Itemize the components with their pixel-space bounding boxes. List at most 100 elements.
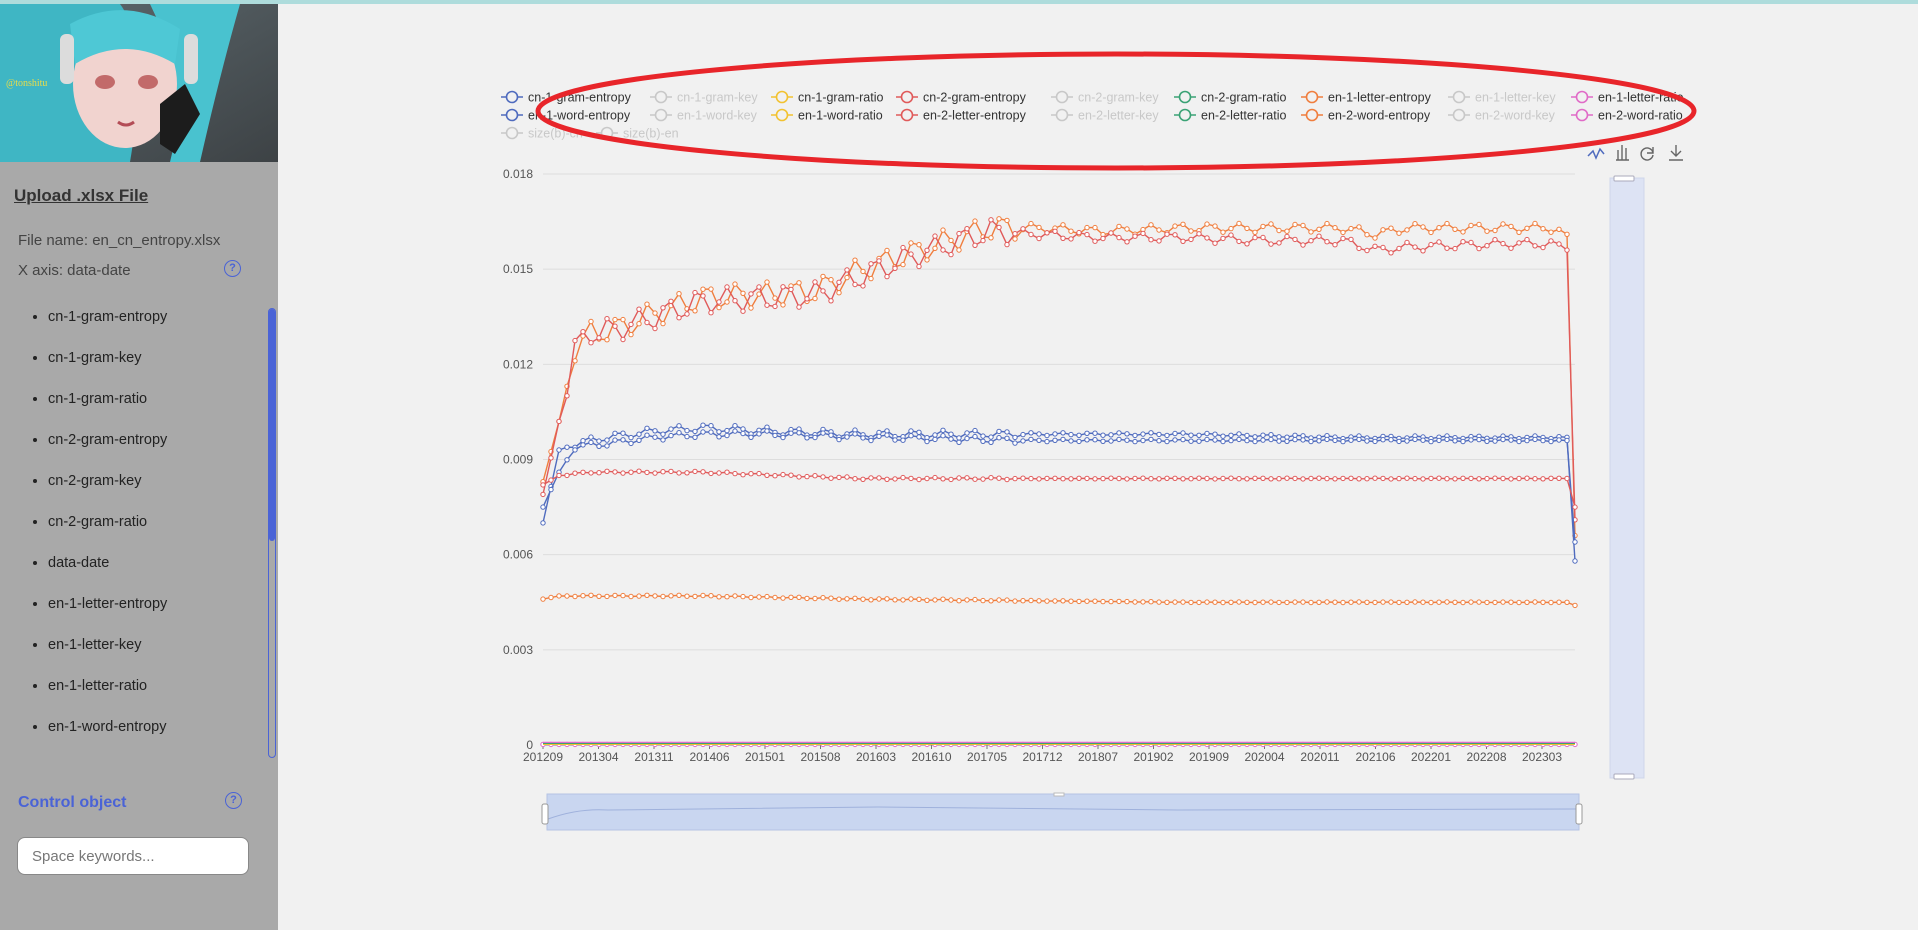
legend-marker-cn-1-gram-entropy[interactable] bbox=[505, 90, 519, 104]
legend-marker-en-2-word-key[interactable] bbox=[1452, 108, 1466, 122]
legend-marker-en-1-word-entropy[interactable] bbox=[505, 108, 519, 122]
legend-marker-en-2-letter-key[interactable] bbox=[1055, 108, 1069, 122]
data-point bbox=[1476, 476, 1482, 482]
data-point bbox=[756, 431, 762, 437]
data-point bbox=[1100, 598, 1106, 605]
data-point bbox=[580, 593, 586, 599]
legend-marker-cn-2-gram-entropy[interactable] bbox=[900, 90, 914, 104]
control-help-icon[interactable]: ? bbox=[225, 792, 242, 809]
data-point bbox=[652, 434, 658, 440]
vertical-datazoom-handle-bottom[interactable] bbox=[1613, 773, 1635, 780]
data-point bbox=[1148, 436, 1154, 443]
legend-item-cn-2-gram-key[interactable]: cn-2-gram-key bbox=[1078, 91, 1159, 105]
data-point bbox=[772, 303, 778, 310]
legend-marker-en-2-word-ratio[interactable] bbox=[1575, 108, 1589, 122]
data-point bbox=[900, 597, 906, 603]
data-point bbox=[1228, 437, 1234, 444]
legend-marker-cn-1-gram-key[interactable] bbox=[654, 90, 668, 104]
data-point bbox=[1500, 221, 1506, 227]
keyword-search-input[interactable] bbox=[17, 837, 249, 875]
legend-marker-cn-2-gram-ratio[interactable] bbox=[1178, 90, 1192, 104]
x-axis-help-icon[interactable]: ? bbox=[224, 260, 241, 277]
data-point bbox=[596, 443, 602, 449]
data-point bbox=[1276, 476, 1282, 482]
legend-item-en-1-letter-key[interactable]: en-1-letter-key bbox=[1475, 91, 1556, 105]
field-list-scrollbar[interactable] bbox=[268, 308, 276, 758]
field-item-en-1-letter-entropy[interactable]: en-1-letter-entropy bbox=[48, 593, 268, 634]
legend-marker-en-1-word-ratio[interactable] bbox=[775, 108, 789, 122]
legend-marker-en-2-word-entropy[interactable] bbox=[1305, 108, 1319, 122]
legend-marker-size(b)-cn[interactable] bbox=[505, 126, 519, 140]
legend-item-size(b)-en[interactable]: size(b)-en bbox=[623, 127, 679, 141]
legend-marker-en-2-letter-entropy[interactable] bbox=[900, 108, 914, 122]
data-point bbox=[1556, 599, 1562, 605]
data-point bbox=[924, 247, 930, 254]
data-point bbox=[1020, 438, 1026, 444]
legend-item-en-2-letter-ratio[interactable]: en-2-letter-ratio bbox=[1201, 109, 1286, 123]
horizontal-datazoom-grip[interactable] bbox=[1053, 792, 1065, 797]
legend-item-cn-2-gram-entropy[interactable]: cn-2-gram-entropy bbox=[923, 91, 1027, 105]
field-item-en-1-letter-key[interactable]: en-1-letter-key bbox=[48, 634, 268, 675]
data-point bbox=[652, 325, 658, 332]
data-point bbox=[748, 305, 754, 311]
field-item-cn-2-gram-entropy[interactable]: cn-2-gram-entropy bbox=[48, 429, 268, 470]
legend-marker-en-1-word-key[interactable] bbox=[654, 108, 668, 122]
data-point bbox=[1060, 476, 1066, 482]
legend-item-en-2-letter-key[interactable]: en-2-letter-key bbox=[1078, 109, 1159, 123]
data-point bbox=[1372, 235, 1378, 241]
legend-item-cn-1-gram-entropy[interactable]: cn-1-gram-entropy bbox=[528, 91, 632, 105]
legend-item-en-1-word-ratio[interactable]: en-1-word-ratio bbox=[798, 109, 883, 123]
data-point bbox=[588, 470, 594, 476]
legend-marker-en-1-letter-entropy[interactable] bbox=[1305, 90, 1319, 104]
field-item-cn-2-gram-key[interactable]: cn-2-gram-key bbox=[48, 470, 268, 511]
field-item-en-1-word-entropy[interactable]: en-1-word-entropy bbox=[48, 716, 268, 756]
data-point bbox=[860, 435, 866, 441]
legend-marker-en-1-letter-key[interactable] bbox=[1452, 90, 1466, 104]
legend-item-en-1-word-key[interactable]: en-1-word-key bbox=[677, 109, 758, 123]
control-object-label: Control object bbox=[18, 794, 127, 811]
legend-item-en-1-letter-entropy[interactable]: en-1-letter-entropy bbox=[1328, 91, 1432, 105]
legend-item-cn-1-gram-key[interactable]: cn-1-gram-key bbox=[677, 91, 758, 105]
legend-marker-en-1-letter-ratio[interactable] bbox=[1575, 90, 1589, 104]
data-point bbox=[724, 427, 730, 434]
bar-chart-icon[interactable] bbox=[1616, 145, 1629, 161]
data-point bbox=[1300, 599, 1306, 605]
field-item-cn-1-gram-key[interactable]: cn-1-gram-key bbox=[48, 347, 268, 388]
horizontal-datazoom[interactable] bbox=[546, 793, 1580, 831]
legend-item-en-2-word-ratio[interactable]: en-2-word-ratio bbox=[1598, 109, 1683, 123]
data-point bbox=[1428, 475, 1434, 482]
horizontal-datazoom-handle-right[interactable] bbox=[1575, 803, 1583, 825]
legend-marker-cn-1-gram-ratio[interactable] bbox=[775, 90, 789, 104]
line-chart-icon[interactable] bbox=[1587, 147, 1605, 160]
data-point bbox=[556, 447, 562, 453]
save-image-icon[interactable] bbox=[1669, 145, 1683, 161]
restore-icon[interactable] bbox=[1640, 147, 1654, 161]
field-item-en-1-letter-ratio[interactable]: en-1-letter-ratio bbox=[48, 675, 268, 716]
legend-marker-cn-2-gram-key[interactable] bbox=[1055, 90, 1069, 104]
field-item-cn-2-gram-ratio[interactable]: cn-2-gram-ratio bbox=[48, 511, 268, 552]
data-point bbox=[764, 428, 770, 434]
data-point bbox=[732, 423, 738, 429]
data-point bbox=[796, 280, 802, 286]
field-item-data-date[interactable]: data-date bbox=[48, 552, 268, 593]
legend-marker-en-2-letter-ratio[interactable] bbox=[1178, 108, 1192, 122]
legend-item-cn-2-gram-ratio[interactable]: cn-2-gram-ratio bbox=[1201, 91, 1286, 105]
data-point bbox=[1412, 599, 1418, 605]
legend-item-cn-1-gram-ratio[interactable]: cn-1-gram-ratio bbox=[798, 91, 883, 105]
data-point bbox=[1052, 475, 1058, 481]
legend-item-en-2-letter-entropy[interactable]: en-2-letter-entropy bbox=[923, 109, 1027, 123]
upload-xlsx-button[interactable]: Upload .xlsx File bbox=[14, 186, 149, 205]
legend-item-en-2-word-entropy[interactable]: en-2-word-entropy bbox=[1328, 109, 1431, 123]
vertical-datazoom-handle-top[interactable] bbox=[1613, 175, 1635, 182]
legend-item-en-2-word-key[interactable]: en-2-word-key bbox=[1475, 109, 1556, 123]
data-point bbox=[1188, 599, 1194, 606]
field-list-scroll-thumb[interactable] bbox=[269, 309, 275, 541]
data-point bbox=[748, 471, 754, 477]
horizontal-datazoom-handle-left[interactable] bbox=[541, 803, 549, 825]
vertical-datazoom[interactable] bbox=[1609, 177, 1645, 779]
data-point bbox=[692, 593, 698, 600]
legend-item-en-1-word-entropy[interactable]: en-1-word-entropy bbox=[528, 109, 631, 123]
field-item-cn-1-gram-entropy[interactable]: cn-1-gram-entropy bbox=[48, 306, 268, 347]
field-item-cn-1-gram-ratio[interactable]: cn-1-gram-ratio bbox=[48, 388, 268, 429]
data-point bbox=[740, 593, 746, 600]
